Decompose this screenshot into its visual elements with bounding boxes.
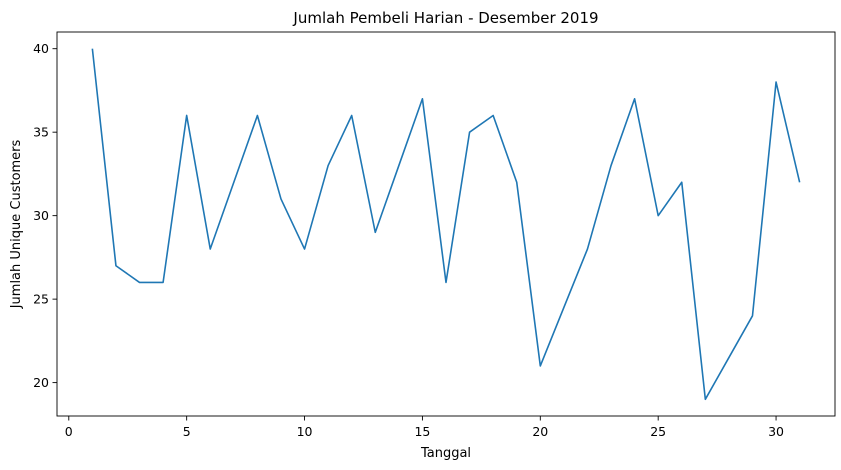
x-tick-label: 5 (183, 424, 191, 439)
y-tick-label: 20 (33, 375, 49, 390)
x-axis-title: Tanggal (420, 446, 471, 461)
y-axis: 20 25 30 35 40 (33, 41, 57, 390)
series-line (91, 48, 801, 401)
x-tick-label: 0 (65, 424, 73, 439)
plot-area: 0 5 10 15 20 25 30 20 25 30 35 40 (33, 31, 836, 439)
y-tick-label: 35 (33, 125, 49, 140)
x-tick-label: 10 (297, 424, 313, 439)
x-tick-label: 25 (650, 424, 666, 439)
chart-title: Jumlah Pembeli Harian - Desember 2019 (292, 9, 598, 27)
x-tick-label: 30 (768, 424, 784, 439)
y-tick-label: 40 (33, 41, 49, 56)
y-tick-label: 25 (33, 292, 49, 307)
plot-frame (56, 31, 836, 417)
series-layer (91, 48, 801, 401)
x-axis: 0 5 10 15 20 25 30 (65, 416, 784, 439)
x-tick-label: 20 (532, 424, 548, 439)
y-axis-title: Jumlah Unique Customers (9, 139, 24, 309)
y-tick-label: 30 (33, 208, 49, 223)
x-tick-label: 15 (414, 424, 430, 439)
